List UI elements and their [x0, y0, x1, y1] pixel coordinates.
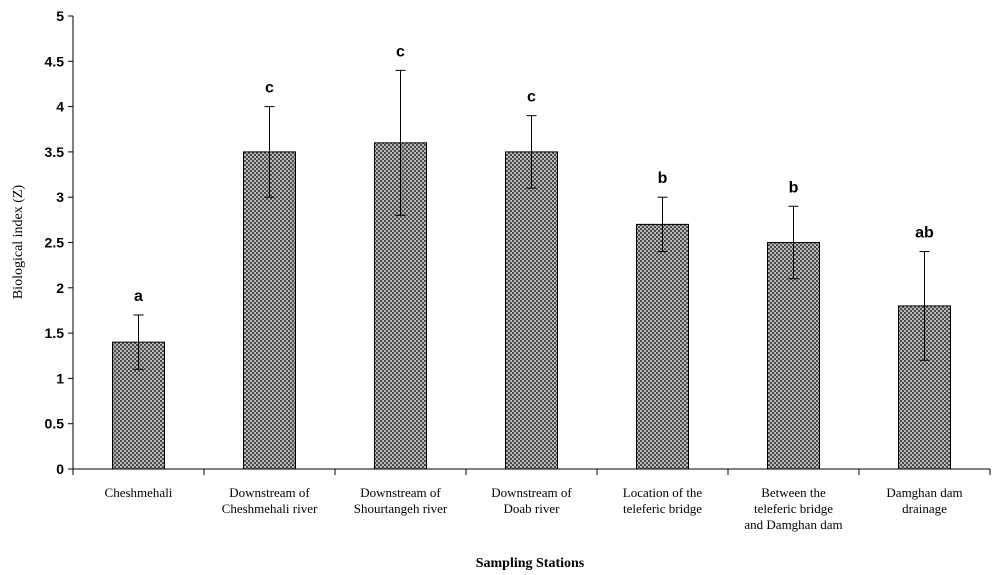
x-axis-title: Sampling Stations — [476, 556, 585, 571]
y-tick-label: 3.5 — [45, 144, 65, 160]
y-axis-title: Biological index (Z) — [11, 185, 26, 300]
x-category-label-line: teleferic bridge — [623, 501, 702, 516]
y-tick-label: 1.5 — [45, 325, 65, 341]
x-category-label-line: Location of the — [623, 485, 703, 500]
significance-label: c — [527, 89, 536, 106]
significance-label: b — [658, 170, 668, 187]
x-category-label-line: drainage — [902, 501, 947, 516]
x-category-label-line: Cheshmehali — [105, 485, 173, 500]
x-category-label-line: Cheshmehali river — [222, 501, 318, 516]
y-tick-label: 3 — [56, 189, 64, 205]
x-category-label: Between the teleferic bridge and Damghan d… — [744, 485, 842, 532]
y-tick-label: 4.5 — [45, 53, 65, 69]
bar — [243, 151, 296, 470]
bar — [636, 223, 689, 470]
y-tick-label: 2.5 — [45, 235, 65, 251]
significance-label: c — [396, 43, 405, 60]
significance-labels: a c c c b b ab — [134, 43, 934, 305]
bar — [767, 242, 820, 470]
x-category-label: Downstream of Shourtangeh river — [354, 485, 448, 516]
y-tick-label: 2 — [56, 280, 64, 296]
x-category-label-line: Shourtangeh river — [354, 501, 448, 516]
significance-label: a — [134, 288, 143, 305]
x-category-label: Damghan dam drainage — [886, 485, 962, 516]
x-category-label-line: Doab river — [504, 501, 561, 516]
x-category-label: Location of the teleferic bridge — [623, 485, 703, 516]
x-axis-categories: Cheshmehali Downstream of Cheshmehali rive… — [72, 469, 991, 532]
y-axis-ticks: 0 0.5 1 1.5 2 2.5 3 3.5 4 4.5 5 — [45, 8, 73, 477]
significance-label: c — [265, 80, 274, 97]
x-category-label: Downstream of Cheshmehali river — [222, 485, 318, 516]
bars — [112, 142, 951, 470]
y-tick-label: 0 — [56, 461, 64, 477]
y-tick-label: 1 — [56, 370, 64, 386]
x-category-label: Downstream of Doab river — [491, 485, 572, 516]
x-category-label-line: Between the — [761, 485, 826, 500]
x-category-label-line: Downstream of — [491, 485, 572, 500]
x-category-label-line: and Damghan dam — [744, 517, 842, 532]
x-category-label: Cheshmehali — [105, 485, 173, 500]
significance-label: ab — [915, 225, 934, 242]
x-category-label-line: Downstream of — [229, 485, 310, 500]
y-tick-label: 5 — [56, 8, 64, 24]
error-bars — [133, 69, 930, 370]
y-tick-label: 0.5 — [45, 416, 65, 432]
significance-label: b — [789, 179, 799, 196]
bar — [505, 151, 558, 470]
x-category-label-line: teleferic bridge — [754, 501, 833, 516]
x-category-label-line: Damghan dam — [886, 485, 962, 500]
x-category-label-line: Downstream of — [360, 485, 441, 500]
y-tick-label: 4 — [56, 99, 64, 115]
